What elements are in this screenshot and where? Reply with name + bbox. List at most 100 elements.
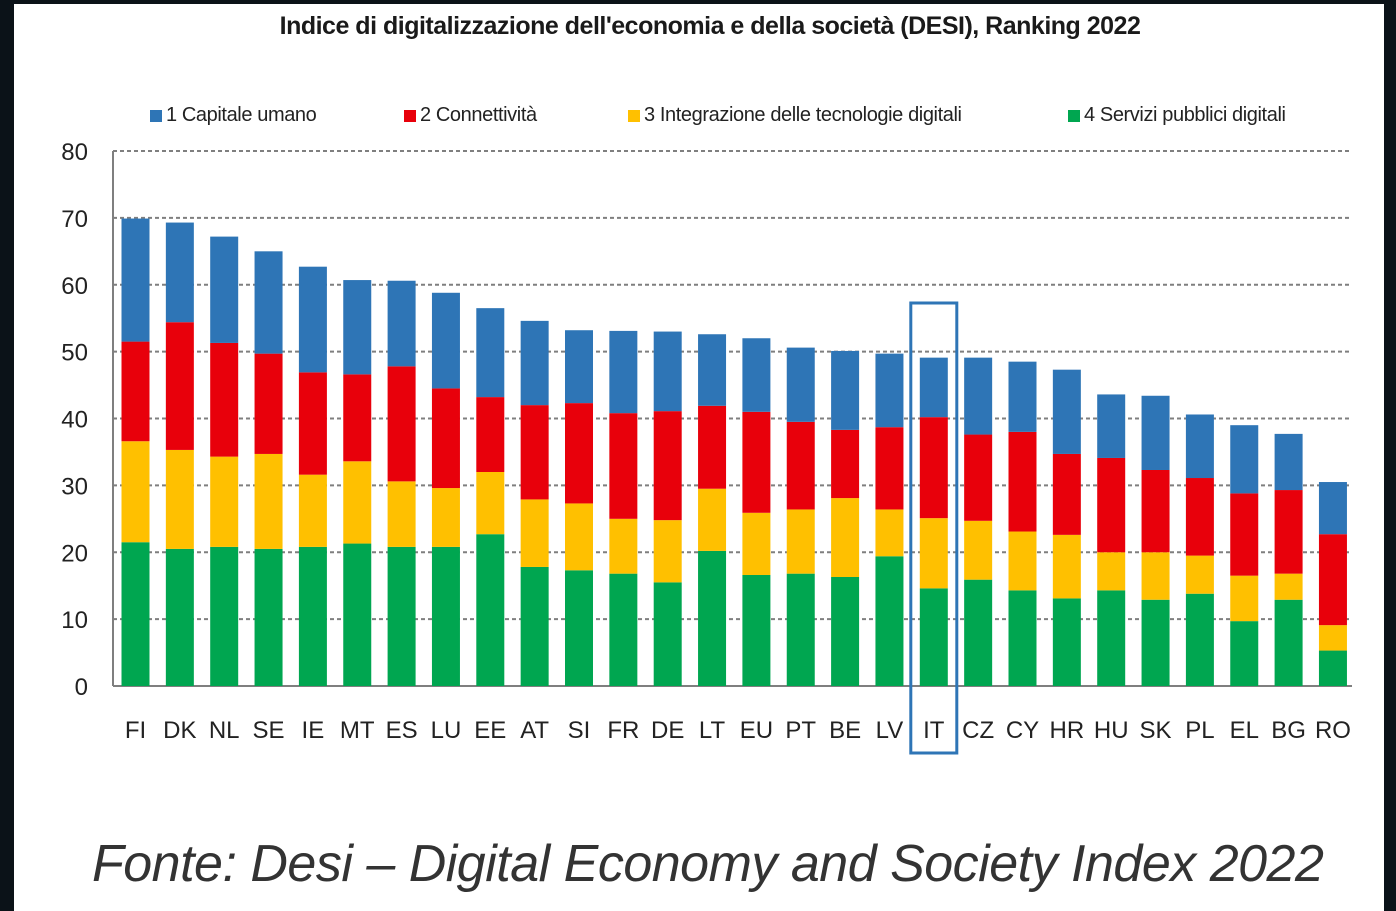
- bar-segment-integrazione-delle-tecnologie-digitali: [1141, 552, 1170, 600]
- bar-segment-integrazione-delle-tecnologie-digitali: [343, 461, 372, 544]
- bar-segment-servizi-pubblici-digitali: [254, 548, 283, 686]
- bar-segment-connettivit: [387, 366, 416, 482]
- legend-item-connettivita: 2 Connettività: [404, 104, 537, 127]
- bar-segment-integrazione-delle-tecnologie-digitali: [919, 518, 948, 589]
- bar-segment-servizi-pubblici-digitali: [387, 546, 416, 686]
- bar-segment-capitale-umano: [165, 222, 194, 323]
- y-tick-label: 20: [61, 540, 88, 567]
- bar-segment-connettivit: [165, 322, 194, 450]
- y-tick-label: 30: [61, 473, 88, 500]
- bar-segment-servizi-pubblici-digitali: [964, 579, 993, 686]
- bar-segment-servizi-pubblici-digitali: [1141, 599, 1170, 686]
- x-tick-label: PL: [1185, 717, 1214, 744]
- bar-segment-integrazione-delle-tecnologie-digitali: [698, 488, 727, 551]
- y-tick-label: 50: [61, 340, 88, 367]
- x-tick-label: EU: [740, 717, 773, 744]
- x-tick-label: PT: [785, 717, 816, 744]
- x-tick-label: HR: [1050, 717, 1085, 744]
- bar-segment-servizi-pubblici-digitali: [1274, 599, 1303, 686]
- bar-segment-capitale-umano: [387, 280, 416, 367]
- x-tick-label: SE: [253, 717, 285, 744]
- bar-segment-capitale-umano: [1274, 433, 1303, 491]
- x-tick-label: RO: [1315, 717, 1351, 744]
- legend-label: 1 Capitale umano: [166, 104, 317, 126]
- bar-segment-integrazione-delle-tecnologie-digitali: [609, 518, 638, 574]
- bar-segment-connettivit: [476, 397, 505, 472]
- legend-label: 3 Integrazione delle tecnologie digitali: [644, 104, 962, 126]
- bar-segment-capitale-umano: [786, 347, 815, 422]
- bar-segment-connettivit: [1274, 490, 1303, 574]
- bar-segment-connettivit: [298, 372, 327, 475]
- bar-segment-integrazione-delle-tecnologie-digitali: [653, 520, 682, 583]
- legend-label: 4 Servizi pubblici digitali: [1084, 104, 1286, 126]
- bar-segment-capitale-umano: [1008, 361, 1037, 432]
- bar-segment-servizi-pubblici-digitali: [476, 534, 505, 686]
- bar-segment-connettivit: [609, 413, 638, 519]
- x-tick-label: EL: [1230, 717, 1259, 744]
- y-tick-label: 10: [61, 607, 88, 634]
- bar-segment-connettivit: [875, 427, 904, 510]
- legend-label: 2 Connettività: [420, 104, 537, 126]
- bar-segment-capitale-umano: [565, 330, 593, 404]
- x-tick-label: FI: [125, 717, 146, 744]
- bar-segment-servizi-pubblici-digitali: [653, 582, 682, 686]
- bar-segment-integrazione-delle-tecnologie-digitali: [1097, 552, 1126, 591]
- chart-legend: 1 Capitale umano 2 Connettività 3 Integr…: [0, 104, 1396, 130]
- bar-segment-integrazione-delle-tecnologie-digitali: [1318, 625, 1347, 651]
- bar-segment-connettivit: [831, 429, 860, 499]
- bar-segment-capitale-umano: [210, 236, 239, 343]
- bar-segment-capitale-umano: [431, 292, 460, 389]
- bar-segment-servizi-pubblici-digitali: [742, 574, 771, 686]
- bar-segment-capitale-umano: [1052, 369, 1081, 454]
- x-tick-label: AT: [520, 717, 549, 744]
- bar-segment-capitale-umano: [298, 266, 327, 373]
- x-tick-label: ES: [386, 717, 418, 744]
- bar-segment-servizi-pubblici-digitali: [919, 588, 948, 686]
- legend-item-integrazione: 3 Integrazione delle tecnologie digitali: [628, 104, 962, 127]
- bar-segment-servizi-pubblici-digitali: [1008, 590, 1037, 686]
- bar-segment-capitale-umano: [254, 251, 283, 354]
- bar-segment-servizi-pubblici-digitali: [565, 570, 593, 686]
- x-tick-label: BG: [1271, 717, 1306, 744]
- bar-segment-servizi-pubblici-digitali: [609, 573, 638, 686]
- bar-segment-connettivit: [919, 417, 948, 519]
- bar-segment-connettivit: [786, 421, 815, 510]
- x-tick-label: LU: [431, 717, 462, 744]
- bar-segment-integrazione-delle-tecnologie-digitali: [121, 441, 150, 543]
- bar-segment-servizi-pubblici-digitali: [210, 546, 239, 686]
- bar-segment-capitale-umano: [698, 334, 727, 406]
- x-tick-label: IT: [923, 717, 945, 744]
- bar-segment-servizi-pubblici-digitali: [831, 576, 860, 686]
- x-tick-label: SK: [1140, 717, 1172, 744]
- bar-segment-capitale-umano: [609, 330, 638, 414]
- highlight-box: [909, 301, 959, 755]
- y-tick-label: 0: [75, 674, 88, 701]
- bar-segment-servizi-pubblici-digitali: [1318, 650, 1347, 686]
- bar-segment-connettivit: [1052, 453, 1081, 535]
- bar-segment-capitale-umano: [964, 357, 993, 435]
- x-tick-label: LT: [699, 717, 726, 744]
- bar-segment-capitale-umano: [476, 308, 505, 398]
- x-tick-label: HU: [1094, 717, 1129, 744]
- x-tick-label: BE: [829, 717, 861, 744]
- bar-segment-servizi-pubblici-digitali: [121, 542, 150, 686]
- bar-segment-integrazione-delle-tecnologie-digitali: [431, 488, 460, 547]
- bar-segment-integrazione-delle-tecnologie-digitali: [565, 503, 593, 571]
- legend-swatch-servizi-pubblici: [1068, 109, 1080, 122]
- bar-segment-capitale-umano: [831, 350, 860, 430]
- bar-segment-servizi-pubblici-digitali: [431, 546, 460, 686]
- bar-segment-capitale-umano: [343, 280, 372, 375]
- bar-segment-servizi-pubblici-digitali: [1230, 621, 1259, 686]
- legend-swatch-integrazione: [628, 109, 640, 122]
- bar-segment-integrazione-delle-tecnologie-digitali: [520, 499, 549, 567]
- bar-segment-integrazione-delle-tecnologie-digitali: [254, 453, 283, 549]
- bar-segment-connettivit: [431, 388, 460, 489]
- y-tick-label: 60: [61, 273, 88, 300]
- bar-segment-servizi-pubblici-digitali: [875, 556, 904, 686]
- bar-segment-connettivit: [565, 403, 593, 504]
- legend-item-servizi-pubblici: 4 Servizi pubblici digitali: [1068, 104, 1286, 127]
- bar-segment-servizi-pubblici-digitali: [698, 550, 727, 686]
- bar-segment-connettivit: [254, 353, 283, 454]
- x-tick-label: DK: [163, 717, 196, 744]
- bar-segment-integrazione-delle-tecnologie-digitali: [964, 520, 993, 580]
